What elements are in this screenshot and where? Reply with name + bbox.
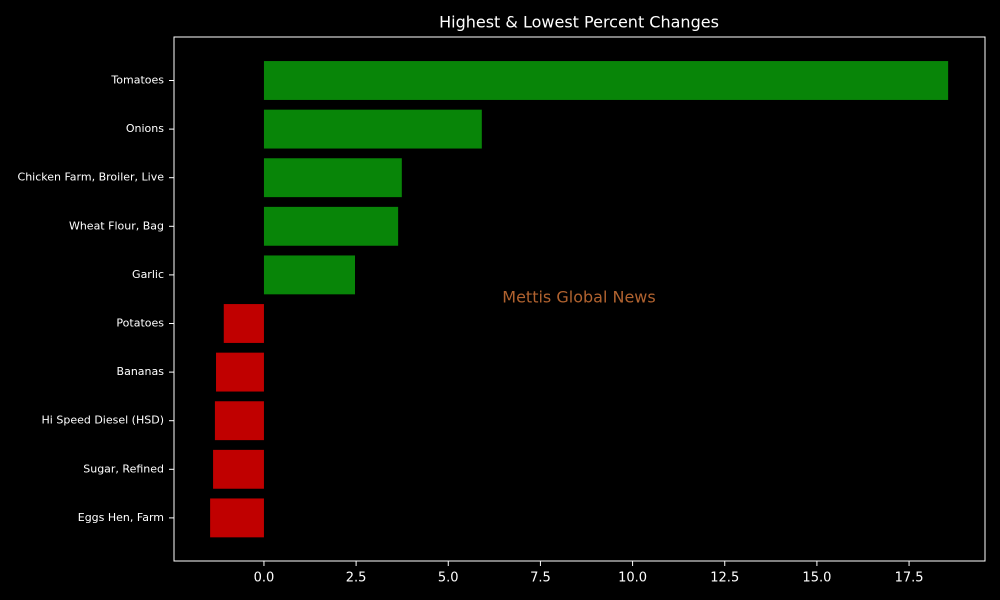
watermark: Mettis Global News — [502, 288, 655, 307]
x-tick-label: 2.5 — [346, 571, 367, 586]
y-tick-label: Chicken Farm, Broiler, Live — [18, 171, 165, 184]
y-tick-label: Bananas — [117, 365, 165, 378]
bar — [263, 158, 402, 198]
bar — [263, 206, 399, 246]
y-tick-label: Hi Speed Diesel (HSD) — [42, 414, 164, 427]
bar — [223, 304, 264, 343]
y-tick-label: Eggs Hen, Farm — [78, 511, 164, 524]
bar — [216, 352, 264, 392]
x-tick-label: 15.0 — [802, 571, 831, 586]
x-tick-label: 0.0 — [254, 571, 275, 586]
bar — [263, 61, 949, 100]
x-tick-label: 5.0 — [438, 571, 459, 586]
bar — [263, 109, 482, 149]
chart-title: Highest & Lowest Percent Changes — [439, 13, 719, 32]
x-tick-label: 7.5 — [530, 571, 551, 586]
bar — [263, 255, 356, 295]
y-tick-label: Onions — [126, 122, 164, 135]
y-tick-label: Tomatoes — [110, 74, 164, 87]
y-tick-label: Wheat Flour, Bag — [69, 219, 164, 232]
y-tick-label: Sugar, Refined — [83, 462, 164, 475]
y-tick-label: Potatoes — [116, 317, 164, 330]
bar — [213, 449, 264, 489]
x-tick-label: 17.5 — [895, 571, 924, 586]
bar — [210, 498, 264, 538]
x-tick-label: 10.0 — [618, 571, 647, 586]
x-tick-label: 12.5 — [710, 571, 739, 586]
y-tick-label: Garlic — [132, 268, 164, 281]
bar — [214, 401, 264, 441]
plot-frame — [173, 36, 986, 562]
